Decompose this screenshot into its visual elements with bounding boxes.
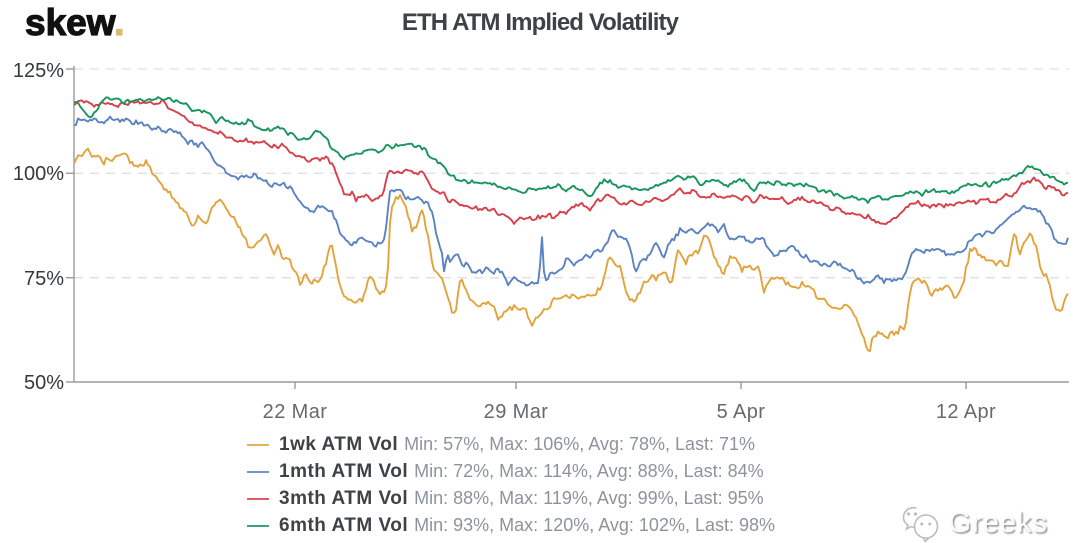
svg-text:22 Mar: 22 Mar: [263, 401, 328, 423]
svg-text:100%: 100%: [13, 163, 64, 185]
svg-text:125%: 125%: [13, 60, 64, 82]
svg-text:75%: 75%: [24, 268, 64, 290]
svg-text:12 Apr: 12 Apr: [936, 401, 996, 423]
svg-text:5 Apr: 5 Apr: [717, 401, 766, 423]
svg-text:29 Mar: 29 Mar: [484, 401, 549, 423]
svg-text:50%: 50%: [24, 372, 64, 394]
